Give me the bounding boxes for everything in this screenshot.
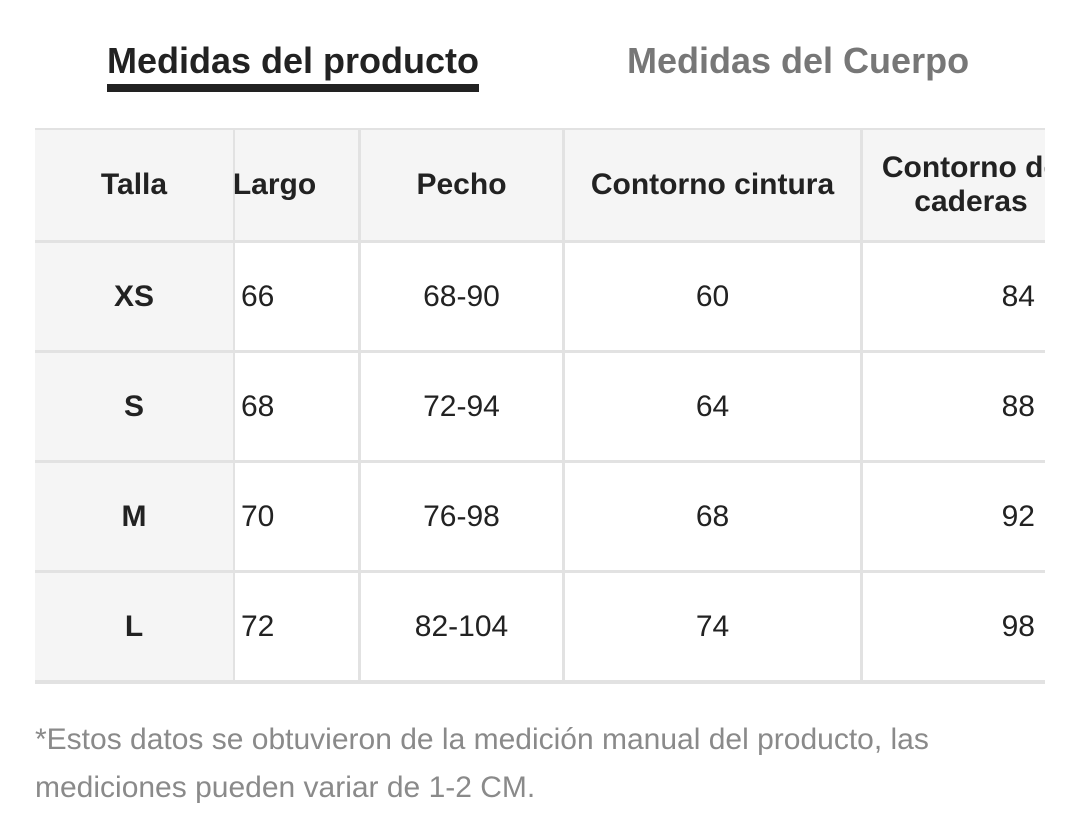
column-header: Talla xyxy=(35,130,233,240)
column-header: Largo xyxy=(233,130,358,240)
size-label: XS xyxy=(35,243,233,350)
column-header: Contorno cintura xyxy=(565,130,860,240)
table-cell: 88 xyxy=(863,353,1045,460)
column-header: Pecho xyxy=(361,130,562,240)
table-cell: 76-98 xyxy=(361,463,562,570)
table-cell: 84 xyxy=(863,243,1045,350)
table-cell: 66 xyxy=(235,243,358,350)
footnote: *Estos datos se obtuvieron de la medició… xyxy=(35,723,929,804)
table-cell: 64 xyxy=(565,353,860,460)
table-cell: 60 xyxy=(565,243,860,350)
table-cell: 92 xyxy=(863,463,1045,570)
table-cell: 68 xyxy=(235,353,358,460)
size-label: S xyxy=(35,353,233,460)
table-cell: 72-94 xyxy=(361,353,562,460)
table-cell: 98 xyxy=(863,573,1045,680)
table-cell: 82-104 xyxy=(361,573,562,680)
column-header: Contorno de caderas xyxy=(863,130,1045,240)
tab-active[interactable]: Medidas del producto xyxy=(107,40,480,92)
table-cell: 72 xyxy=(235,573,358,680)
table-cell: 70 xyxy=(235,463,358,570)
table-cell: 74 xyxy=(565,573,860,680)
table-cell: 68-90 xyxy=(361,243,562,350)
table-cell: 68 xyxy=(565,463,860,570)
size-label: L xyxy=(35,573,233,680)
tab[interactable]: Medidas del Cuerpo xyxy=(627,40,970,81)
size-table: Talla Largo Pecho Contorno cintura Contorno … xyxy=(35,128,1045,684)
size-label: M xyxy=(35,463,233,570)
